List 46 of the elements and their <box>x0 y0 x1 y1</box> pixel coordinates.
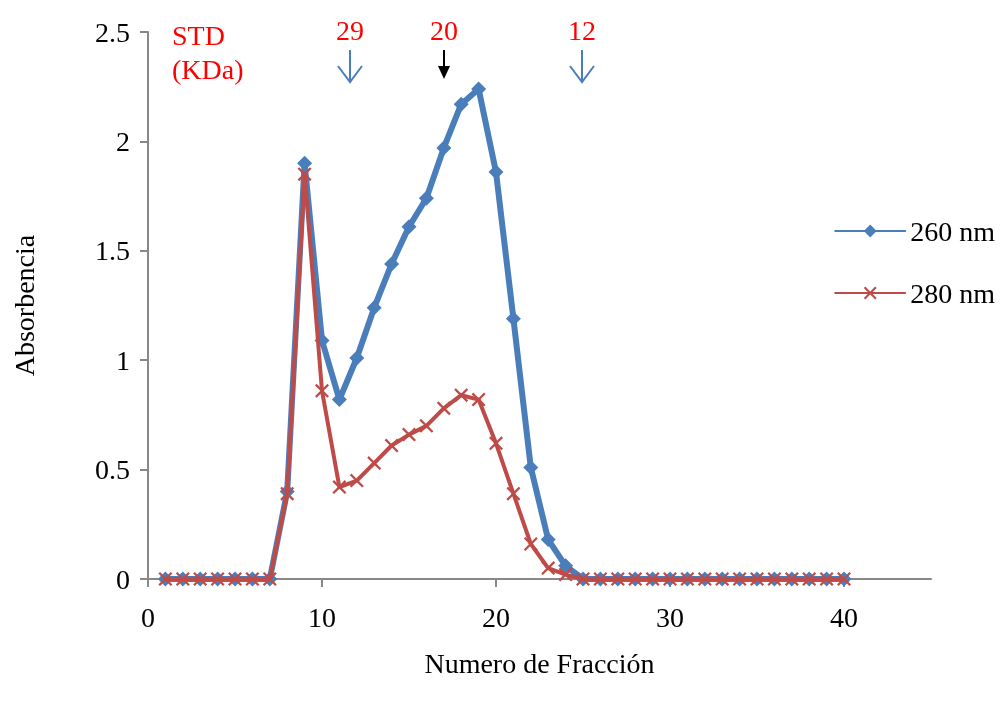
point <box>471 81 487 97</box>
point <box>419 418 434 433</box>
x-tick-label: 20 <box>482 601 510 633</box>
point <box>384 438 399 453</box>
point <box>540 532 556 548</box>
y-tick-label: 2 <box>116 125 130 157</box>
annotation: STD (KDa) <box>172 19 244 85</box>
point <box>349 350 365 366</box>
x-tick-label: 40 <box>830 601 858 633</box>
y-tick-label: 2.5 <box>95 16 130 48</box>
y-axis-title: Absorbencia <box>8 234 40 377</box>
point <box>401 219 417 235</box>
point <box>418 190 434 206</box>
point <box>297 167 312 182</box>
point <box>454 388 469 403</box>
x-tick-label: 0 <box>141 601 155 633</box>
point <box>436 140 452 156</box>
legend-label: 280 nm <box>910 277 996 309</box>
point <box>506 486 521 501</box>
y-tick-label: 0.5 <box>95 454 130 486</box>
y-tick-label: 1 <box>116 344 130 376</box>
point <box>332 480 347 495</box>
x-tick-label: 30 <box>656 601 684 633</box>
point <box>436 401 451 416</box>
point <box>488 164 504 180</box>
point <box>367 456 382 471</box>
y-tick-label: 0 <box>116 563 130 595</box>
point <box>541 561 556 576</box>
point <box>523 536 538 551</box>
annotation: 20 <box>430 14 458 46</box>
point <box>349 473 364 488</box>
point <box>471 392 486 407</box>
x-axis-title: Numero de Fracción <box>424 647 655 679</box>
point <box>558 558 574 574</box>
x-tick-label: 10 <box>308 601 336 633</box>
annotation: 29 <box>336 14 364 46</box>
point <box>402 427 416 442</box>
point <box>366 300 382 316</box>
point <box>489 436 503 451</box>
point <box>558 567 573 582</box>
point <box>315 383 329 398</box>
point <box>384 256 400 272</box>
y-tick-label: 1.5 <box>95 235 130 267</box>
point <box>453 96 469 112</box>
annotation: 12 <box>568 14 596 46</box>
legend-label: 260 nm <box>910 215 996 247</box>
